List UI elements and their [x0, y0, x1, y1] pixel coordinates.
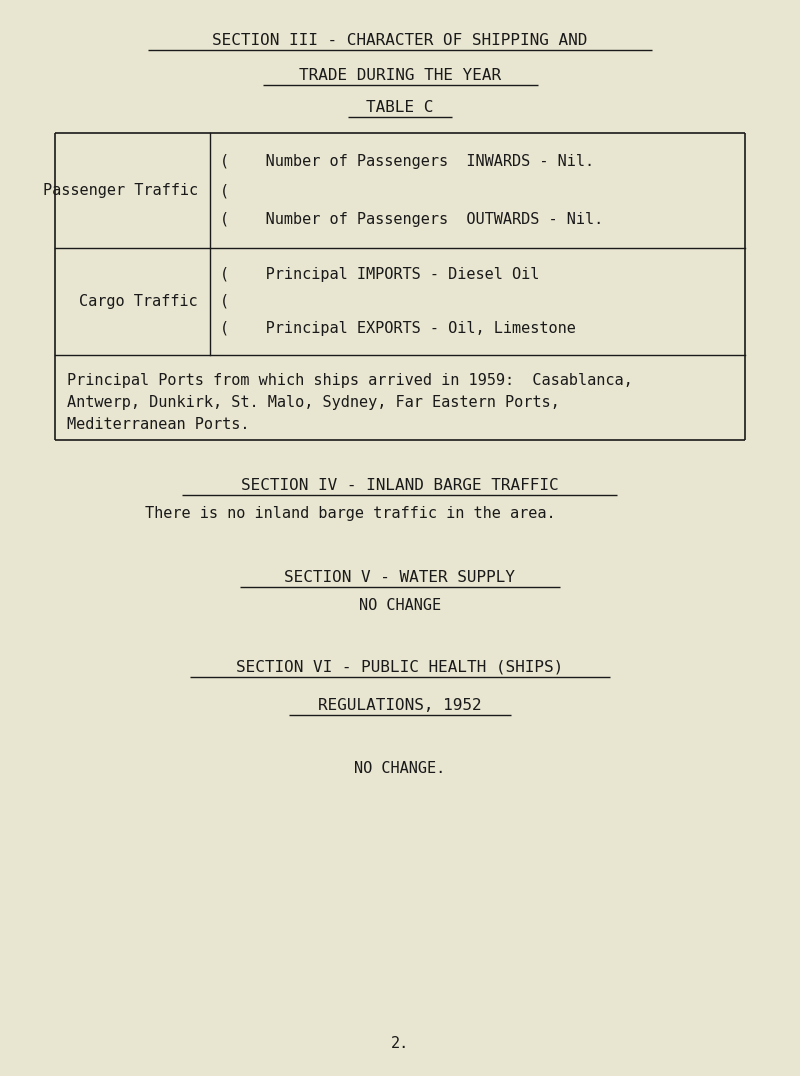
- Text: NO CHANGE.: NO CHANGE.: [354, 761, 446, 776]
- Text: There is no inland barge traffic in the area.: There is no inland barge traffic in the …: [145, 506, 556, 521]
- Text: TRADE DURING THE YEAR: TRADE DURING THE YEAR: [299, 68, 501, 83]
- Text: (    Number of Passengers  OUTWARDS - Nil.: ( Number of Passengers OUTWARDS - Nil.: [220, 212, 603, 227]
- Text: SECTION III - CHARACTER OF SHIPPING AND: SECTION III - CHARACTER OF SHIPPING AND: [212, 33, 588, 48]
- Text: 2.: 2.: [391, 1036, 409, 1051]
- Text: SECTION V - WATER SUPPLY: SECTION V - WATER SUPPLY: [285, 570, 515, 585]
- Text: TABLE C: TABLE C: [366, 100, 434, 115]
- Text: (: (: [220, 183, 229, 198]
- Text: Principal Ports from which ships arrived in 1959:  Casablanca,: Principal Ports from which ships arrived…: [67, 373, 633, 388]
- Text: Mediterranean Ports.: Mediterranean Ports.: [67, 417, 250, 431]
- Text: SECTION VI - PUBLIC HEALTH (SHIPS): SECTION VI - PUBLIC HEALTH (SHIPS): [236, 660, 564, 675]
- Text: (: (: [220, 294, 229, 309]
- Text: (    Number of Passengers  INWARDS - Nil.: ( Number of Passengers INWARDS - Nil.: [220, 154, 594, 169]
- Text: Passenger Traffic: Passenger Traffic: [43, 183, 198, 198]
- Text: NO CHANGE: NO CHANGE: [359, 598, 441, 613]
- Text: Antwerp, Dunkirk, St. Malo, Sydney, Far Eastern Ports,: Antwerp, Dunkirk, St. Malo, Sydney, Far …: [67, 395, 560, 410]
- Text: REGULATIONS, 1952: REGULATIONS, 1952: [318, 698, 482, 713]
- Text: (    Principal EXPORTS - Oil, Limestone: ( Principal EXPORTS - Oil, Limestone: [220, 321, 576, 336]
- Text: Cargo Traffic: Cargo Traffic: [79, 294, 198, 309]
- Text: SECTION IV - INLAND BARGE TRAFFIC: SECTION IV - INLAND BARGE TRAFFIC: [241, 478, 559, 493]
- Text: (    Principal IMPORTS - Diesel Oil: ( Principal IMPORTS - Diesel Oil: [220, 267, 539, 282]
